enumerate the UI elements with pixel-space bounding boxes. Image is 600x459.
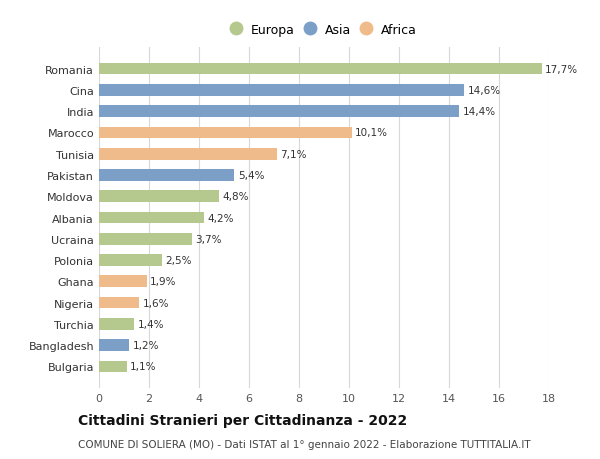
Text: 4,8%: 4,8% — [223, 192, 249, 202]
Text: 1,6%: 1,6% — [143, 298, 169, 308]
Bar — [99, 318, 134, 330]
Text: 1,9%: 1,9% — [150, 277, 177, 287]
Bar — [99, 297, 139, 309]
Bar — [99, 106, 459, 118]
Text: 5,4%: 5,4% — [238, 171, 264, 180]
Text: 14,6%: 14,6% — [468, 86, 501, 95]
Text: 3,7%: 3,7% — [195, 234, 222, 244]
Text: 17,7%: 17,7% — [545, 64, 578, 74]
Text: 2,5%: 2,5% — [165, 256, 192, 265]
Bar — [99, 361, 127, 372]
Bar — [99, 170, 234, 181]
Bar — [99, 149, 277, 160]
Bar — [99, 340, 129, 351]
Text: 10,1%: 10,1% — [355, 128, 388, 138]
Text: 14,4%: 14,4% — [463, 107, 496, 117]
Bar — [99, 255, 161, 266]
Text: 1,4%: 1,4% — [138, 319, 164, 329]
Text: COMUNE DI SOLIERA (MO) - Dati ISTAT al 1° gennaio 2022 - Elaborazione TUTTITALIA: COMUNE DI SOLIERA (MO) - Dati ISTAT al 1… — [78, 440, 530, 449]
Text: 1,2%: 1,2% — [133, 341, 159, 350]
Bar — [99, 276, 146, 287]
Legend: Europa, Asia, Africa: Europa, Asia, Africa — [227, 21, 421, 41]
Bar — [99, 212, 204, 224]
Text: 4,2%: 4,2% — [208, 213, 234, 223]
Text: Cittadini Stranieri per Cittadinanza - 2022: Cittadini Stranieri per Cittadinanza - 2… — [78, 414, 407, 428]
Bar — [99, 85, 464, 96]
Text: 1,1%: 1,1% — [130, 362, 157, 372]
Bar — [99, 127, 352, 139]
Bar — [99, 234, 191, 245]
Bar — [99, 191, 219, 202]
Text: 7,1%: 7,1% — [280, 149, 307, 159]
Bar — [99, 64, 542, 75]
